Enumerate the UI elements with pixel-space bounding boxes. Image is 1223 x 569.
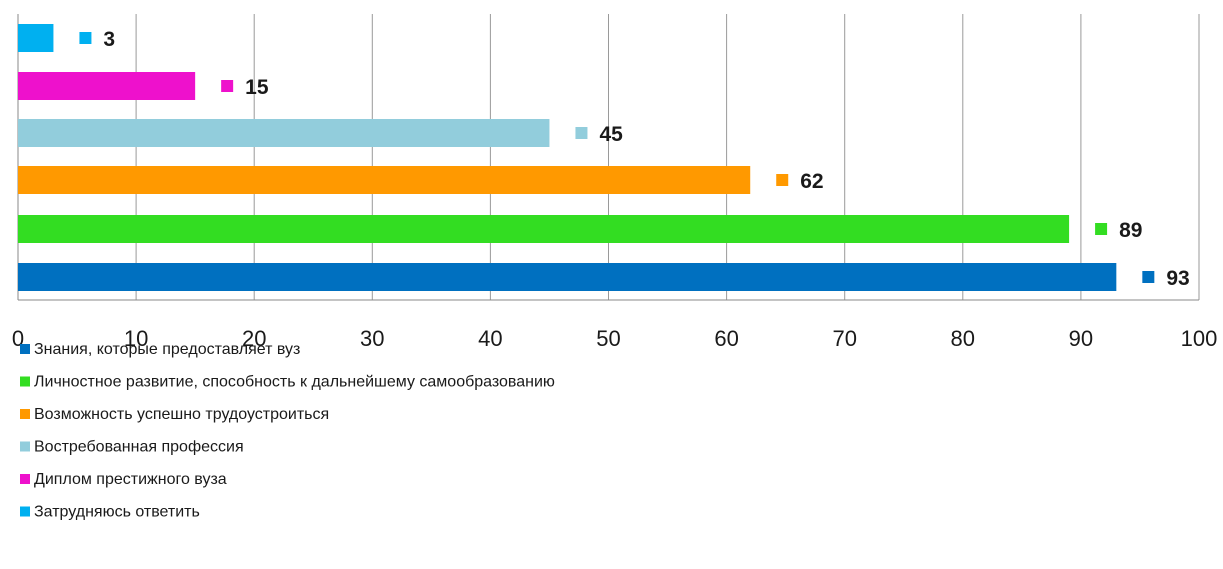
x-tick-label-10: 10 — [124, 326, 148, 351]
legend-swatch-5 — [20, 474, 30, 484]
bar-5 — [18, 72, 196, 100]
x-tick-label-60: 60 — [714, 326, 738, 351]
bar-2 — [18, 215, 1070, 243]
legend-label-6: Затрудняюсь ответить — [34, 504, 200, 521]
data-label-1: 93 — [1166, 267, 1189, 290]
data-label-6: 3 — [103, 28, 115, 51]
legend-swatch-2 — [20, 376, 30, 387]
data-label-key-3 — [776, 174, 789, 186]
x-tick-label-90: 90 — [1069, 326, 1093, 351]
data-label-key-6 — [79, 32, 92, 44]
axes — [17, 14, 1199, 301]
bar-1 — [18, 263, 1117, 291]
legend-label-3: Возможность успешно трудоустроиться — [34, 406, 329, 423]
bar-4 — [18, 119, 550, 147]
x-tick-label-70: 70 — [832, 326, 856, 351]
legend-swatch-4 — [20, 441, 30, 452]
legend: Знания, которые предоставляет вуз Личност… — [20, 341, 555, 521]
x-tick-label-100: 100 — [1181, 326, 1218, 351]
legend-swatch-6 — [20, 506, 30, 517]
legend-label-5: Диплом престижного вуза — [34, 471, 227, 488]
data-label-2: 89 — [1119, 219, 1142, 242]
bar-3 — [18, 166, 751, 194]
data-label-5: 15 — [245, 76, 269, 99]
legend-label-1: Знания, которые предоставляет вуз — [34, 341, 300, 358]
x-tick-label-40: 40 — [478, 326, 502, 351]
bar-6 — [18, 24, 54, 52]
x-tick-label-50: 50 — [596, 326, 620, 351]
data-label-3: 62 — [800, 170, 823, 193]
legend-swatch-1 — [20, 344, 30, 354]
data-label-key-4 — [575, 127, 588, 139]
data-label-key-5 — [221, 80, 234, 92]
data-labels: 93 89 62 45 15 3 — [79, 28, 1190, 290]
grid-lines — [135, 14, 1200, 300]
x-tick-label-80: 80 — [951, 326, 975, 351]
x-tick-label-20: 20 — [242, 326, 266, 351]
data-label-key-1 — [1142, 271, 1155, 283]
bars — [18, 24, 1117, 291]
x-tick-label-30: 30 — [360, 326, 384, 351]
data-label-key-2 — [1095, 223, 1108, 235]
legend-label-4: Востребованная профессия — [34, 439, 244, 456]
legend-label-2: Личностное развитие, способность к дальн… — [34, 374, 555, 391]
legend-swatch-3 — [20, 409, 30, 419]
data-label-4: 45 — [599, 123, 623, 146]
